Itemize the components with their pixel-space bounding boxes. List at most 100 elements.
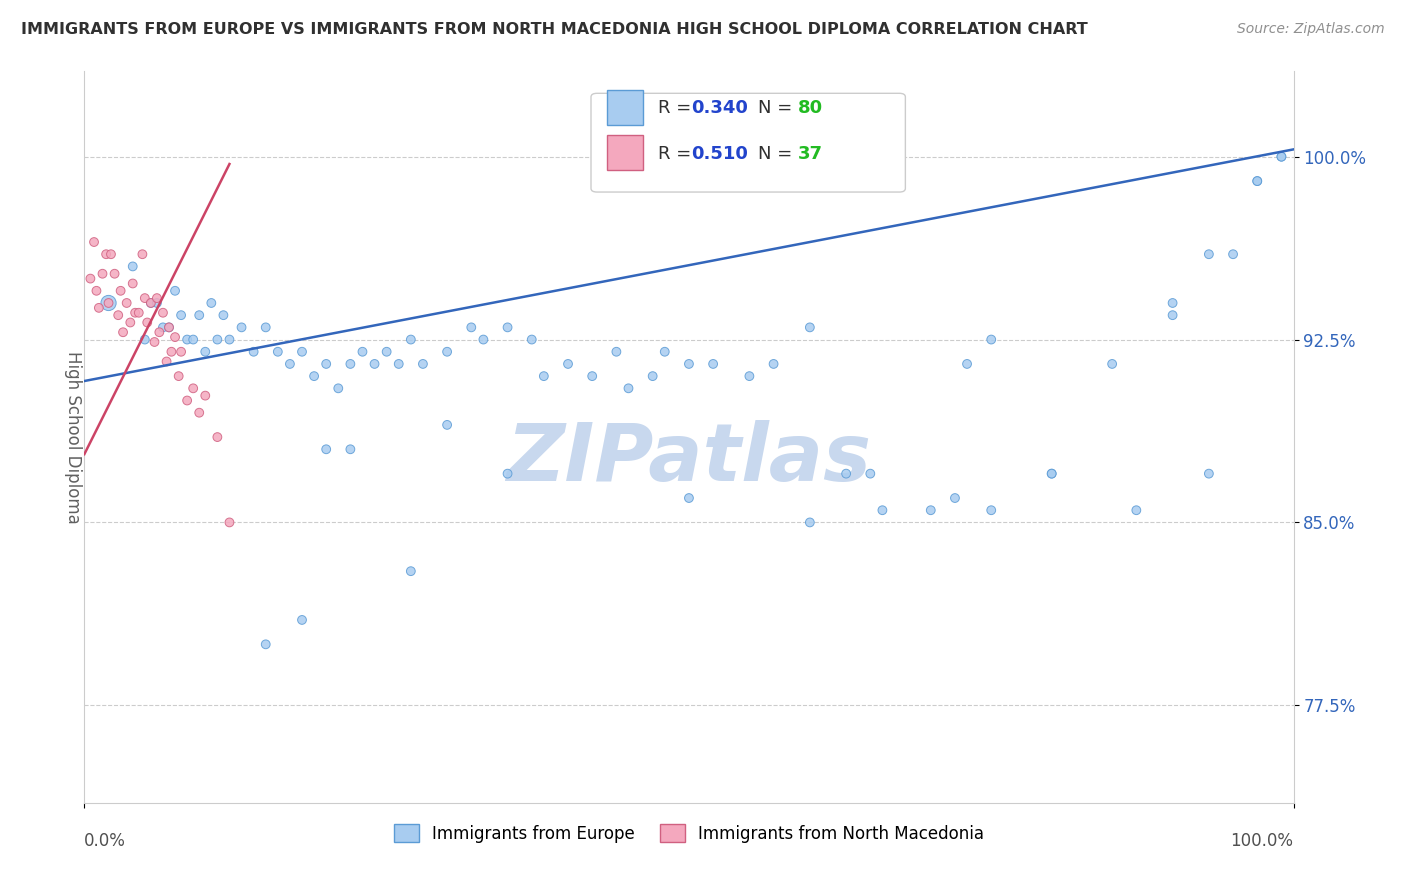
Text: N =: N = [758, 145, 797, 163]
Point [107, 308, 129, 322]
Point [291, 613, 314, 627]
Point [100, 247, 122, 261]
Point [218, 516, 240, 530]
Point [91, 267, 114, 281]
Point [165, 284, 187, 298]
Point [146, 296, 169, 310]
Point [1222, 247, 1244, 261]
Point [920, 503, 942, 517]
Point [1125, 503, 1147, 517]
Point [980, 333, 1002, 347]
Point [254, 320, 277, 334]
Point [1101, 357, 1123, 371]
Point [557, 357, 579, 371]
Point [121, 277, 143, 291]
Point [496, 320, 519, 334]
Point [87, 301, 110, 315]
Point [212, 308, 235, 322]
Point [134, 333, 156, 347]
Point [157, 320, 180, 334]
Point [678, 491, 700, 505]
Point [97, 296, 120, 310]
Point [762, 357, 785, 371]
Text: Source: ZipAtlas.com: Source: ZipAtlas.com [1237, 22, 1385, 37]
Text: ZIPatlas: ZIPatlas [506, 420, 872, 498]
Point [363, 357, 385, 371]
Text: 0.0%: 0.0% [84, 832, 127, 850]
Point [134, 291, 156, 305]
FancyBboxPatch shape [591, 94, 905, 192]
Point [1246, 174, 1268, 188]
Point [799, 320, 821, 334]
Point [388, 357, 411, 371]
Point [200, 296, 222, 310]
Point [799, 516, 821, 530]
Point [339, 357, 361, 371]
Point [605, 344, 627, 359]
Point [188, 406, 211, 420]
Point [520, 333, 543, 347]
Point [176, 393, 198, 408]
Point [956, 357, 979, 371]
Point [291, 344, 314, 359]
Point [155, 354, 177, 368]
Point [315, 357, 337, 371]
Point [165, 330, 187, 344]
Point [121, 260, 143, 274]
Point [176, 333, 198, 347]
Text: 0.510: 0.510 [692, 145, 748, 163]
Point [533, 369, 555, 384]
Point [654, 344, 676, 359]
Point [181, 381, 204, 395]
Point [278, 357, 301, 371]
Point [152, 306, 174, 320]
Point [83, 235, 105, 249]
Point [1198, 467, 1220, 481]
Point [1161, 296, 1184, 310]
Point [315, 442, 337, 457]
Point [641, 369, 664, 384]
Point [678, 357, 700, 371]
Point [472, 333, 495, 347]
Point [943, 491, 966, 505]
Point [231, 320, 253, 334]
Point [131, 247, 153, 261]
Point [702, 357, 724, 371]
Point [207, 333, 229, 347]
Point [136, 316, 159, 330]
Point [352, 344, 374, 359]
Point [1270, 150, 1292, 164]
Point [94, 247, 117, 261]
Point [1198, 247, 1220, 261]
Point [835, 467, 858, 481]
Point [399, 564, 422, 578]
Point [157, 320, 180, 334]
Bar [607, 135, 643, 170]
Point [328, 381, 350, 395]
Point [97, 296, 120, 310]
Point [194, 344, 217, 359]
Point [181, 333, 204, 347]
Point [581, 369, 603, 384]
Text: 0.340: 0.340 [692, 99, 748, 117]
Point [146, 291, 169, 305]
Point [218, 333, 240, 347]
Point [115, 296, 138, 310]
Point [242, 344, 264, 359]
Text: 80: 80 [797, 99, 823, 117]
Point [859, 467, 882, 481]
Point [1246, 174, 1268, 188]
Point [207, 430, 229, 444]
Point [436, 417, 458, 432]
Point [79, 271, 101, 285]
Point [139, 296, 162, 310]
Point [148, 325, 170, 339]
Point [194, 389, 217, 403]
Point [496, 467, 519, 481]
Point [143, 334, 166, 349]
Point [167, 369, 190, 384]
Text: 100.0%: 100.0% [1230, 832, 1294, 850]
Text: 37: 37 [797, 145, 823, 163]
Point [152, 320, 174, 334]
Point [1270, 150, 1292, 164]
